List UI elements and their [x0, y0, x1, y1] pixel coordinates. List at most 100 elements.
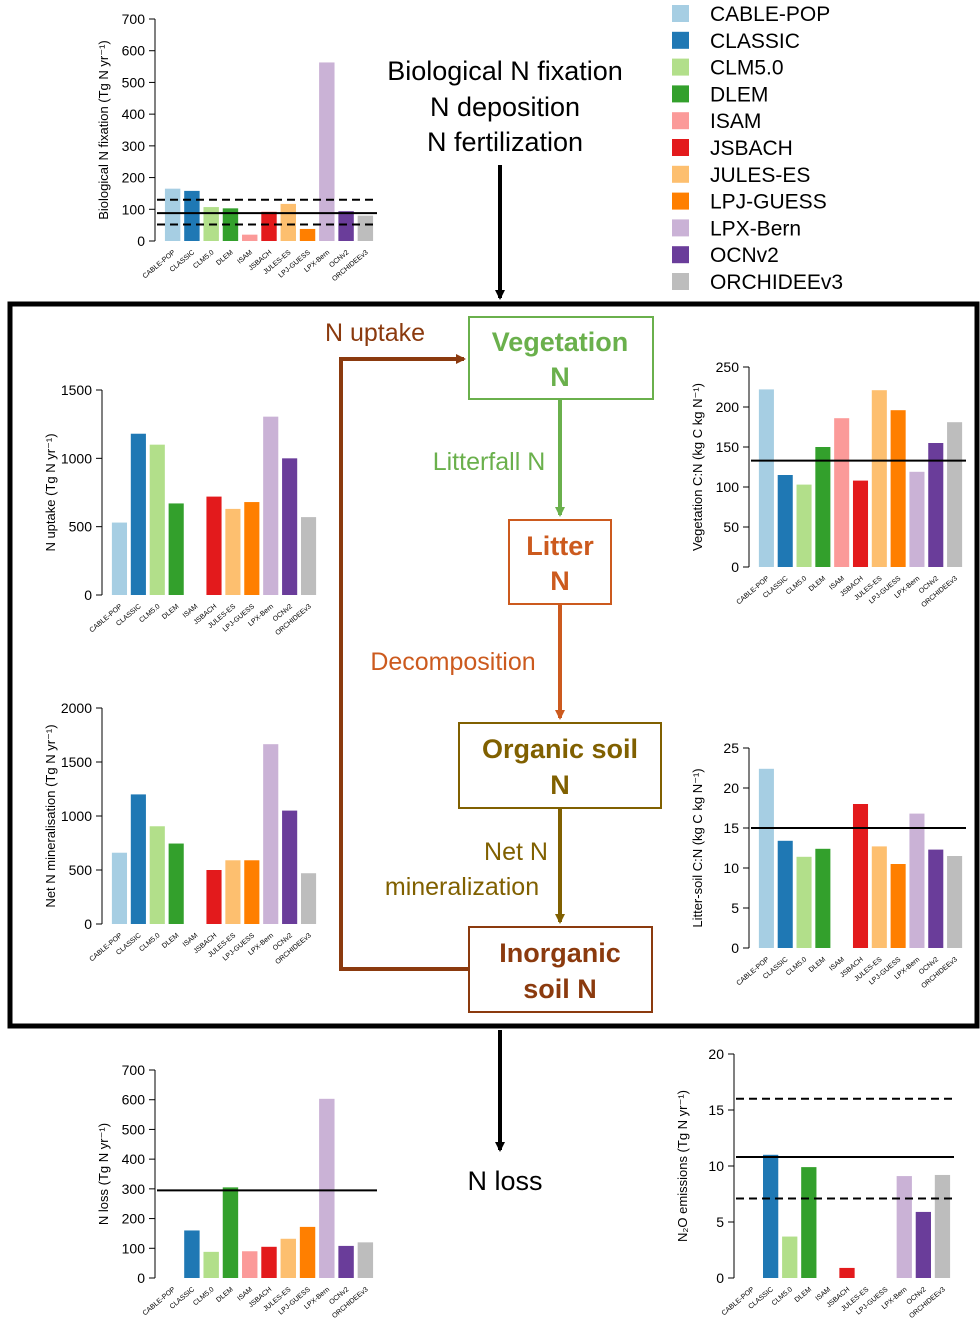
- x-tick-label: DLEM: [808, 575, 828, 593]
- y-tick-label: 0: [716, 1270, 724, 1286]
- bar-classic: [763, 1154, 779, 1278]
- bar-lpj-guess: [244, 502, 260, 595]
- bar-ocnv2: [338, 211, 354, 241]
- bar-jules-es: [225, 860, 241, 924]
- bar-ocnv2: [928, 443, 944, 567]
- input-label-fixation: Biological N fixation: [387, 56, 623, 86]
- bar-jsbach: [852, 804, 869, 948]
- y-tick-label: 20: [708, 1046, 724, 1062]
- y-tick-label: 10: [723, 860, 739, 876]
- bar-jsbach: [839, 1267, 855, 1278]
- bar-dlem: [168, 503, 184, 595]
- y-tick-label: 0: [84, 916, 92, 932]
- litter-n-label: N: [550, 566, 570, 596]
- y-tick-label: 300: [122, 138, 146, 154]
- loss-label: N loss: [467, 1166, 542, 1196]
- bar-clm5-0: [796, 484, 812, 567]
- bar-clm5-0: [149, 444, 165, 595]
- bar-lpj-guess: [244, 860, 260, 924]
- y-tick-label: 200: [716, 399, 740, 415]
- y-tick-label: 500: [122, 1121, 146, 1137]
- y-tick-label: 1500: [61, 754, 92, 770]
- chart-n-loss: 0 100 200 300 400 500 600 700 N loss (Tg N yr⁻¹)…: [96, 1062, 377, 1320]
- y-axis-label: Vegetation C:N (kg C kg N⁻¹): [690, 383, 705, 551]
- legend-label: DLEM: [710, 83, 768, 106]
- legend-swatch-ocnv2: [672, 246, 689, 264]
- legend-label: ORCHIDEEv3: [710, 271, 843, 294]
- y-tick-label: 0: [731, 559, 739, 575]
- x-tick-label: CLM5.0: [192, 1286, 215, 1307]
- y-tick-label: 0: [137, 1270, 145, 1286]
- y-tick-label: 1000: [61, 450, 92, 466]
- x-tick-label: CLM5.0: [192, 249, 215, 270]
- bar-cable-pop: [758, 768, 774, 948]
- organic-soil-label: Organic soil: [482, 734, 638, 764]
- legend-swatch-orchideev3: [672, 273, 689, 290]
- uptake-arrow: [339, 354, 468, 971]
- bar-lpx-bern: [909, 813, 925, 948]
- bar-jsbach: [261, 211, 277, 241]
- organic-soil-box: [458, 722, 662, 809]
- bar-jules-es: [871, 846, 887, 948]
- y-tick-label: 250: [716, 359, 740, 375]
- x-tick-label: DLEM: [215, 249, 235, 267]
- soil-system-frame: [7, 301, 980, 1029]
- bar-cable-pop: [758, 389, 774, 567]
- y-tick-label: 500: [69, 519, 93, 535]
- bar-dlem: [815, 447, 831, 567]
- bar-dlem: [815, 848, 831, 948]
- bar-clm5-0: [203, 1251, 219, 1278]
- y-tick-label: 15: [708, 1102, 724, 1118]
- y-tick-label: 1000: [61, 808, 92, 824]
- y-tick-label: 5: [731, 900, 739, 916]
- y-tick-label: 100: [716, 479, 740, 495]
- y-tick-label: 5: [716, 1214, 724, 1230]
- bar-dlem: [801, 1167, 817, 1278]
- bar-dlem: [222, 1187, 239, 1278]
- x-tick-label: CLM5.0: [138, 603, 161, 624]
- decomposition-label: Decomposition: [370, 648, 535, 676]
- y-tick-label: 200: [122, 1211, 146, 1227]
- x-tick-label: CLM5.0: [785, 575, 808, 596]
- bar-clm5-0: [782, 1236, 798, 1278]
- y-tick-label: 50: [723, 519, 739, 535]
- y-tick-label: 100: [122, 201, 146, 217]
- vegetation-box: [468, 316, 654, 400]
- bar-orchideev3: [934, 1174, 951, 1278]
- vegetation-n-label: N: [550, 362, 570, 392]
- bar-jsbach: [261, 1246, 277, 1278]
- bar-isam: [834, 418, 850, 567]
- legend-swatch-lpx-bern: [672, 219, 689, 237]
- chart-biological-n-fixation: 0 100 200 300 400 500 600 700 Biological N fixat…: [96, 11, 377, 283]
- bar-lpx-bern: [896, 1176, 912, 1278]
- bar-lpj-guess: [890, 864, 906, 948]
- y-axis-label: Net N mineralisation (Tg N yr⁻¹): [43, 724, 58, 907]
- bar-ocnv2: [928, 849, 944, 948]
- bar-dlem: [222, 208, 239, 241]
- bar-jsbach: [852, 480, 869, 567]
- bar-jules-es: [225, 508, 241, 595]
- bar-lpx-bern: [319, 62, 335, 241]
- bar-ocnv2: [915, 1211, 931, 1278]
- y-tick-label: 0: [137, 233, 145, 249]
- legend: CABLE-POP CLASSIC CLM5.0 DLEM ISAM JSBACH JULE…: [672, 3, 843, 294]
- bar-lpj-guess: [299, 228, 316, 241]
- y-axis-label: Biological N fixation (Tg N yr⁻¹): [96, 40, 111, 220]
- bar-orchideev3: [947, 856, 963, 948]
- bar-isam: [242, 234, 258, 241]
- bar-cable-pop: [164, 188, 181, 241]
- y-tick-label: 700: [122, 11, 146, 27]
- y-tick-label: 700: [122, 1062, 146, 1078]
- organic-soil-n-label: N: [550, 770, 570, 800]
- legend-label: CLASSIC: [710, 30, 800, 53]
- y-tick-label: 100: [122, 1240, 146, 1256]
- bar-orchideev3: [300, 517, 317, 595]
- chart-vegetation-cn: 0 50 100 150 200 250 Vegetation C:N (kg C kg N…: [690, 359, 966, 609]
- y-axis-label: Litter-soil C:N (kg C kg N⁻¹): [690, 768, 705, 927]
- uptake-label: N uptake: [325, 319, 425, 347]
- y-axis-label: N uptake (Tg N yr⁻¹): [43, 433, 58, 551]
- legend-label: CABLE-POP: [710, 3, 830, 26]
- y-tick-label: 1500: [61, 382, 92, 398]
- y-tick-label: 200: [122, 170, 146, 186]
